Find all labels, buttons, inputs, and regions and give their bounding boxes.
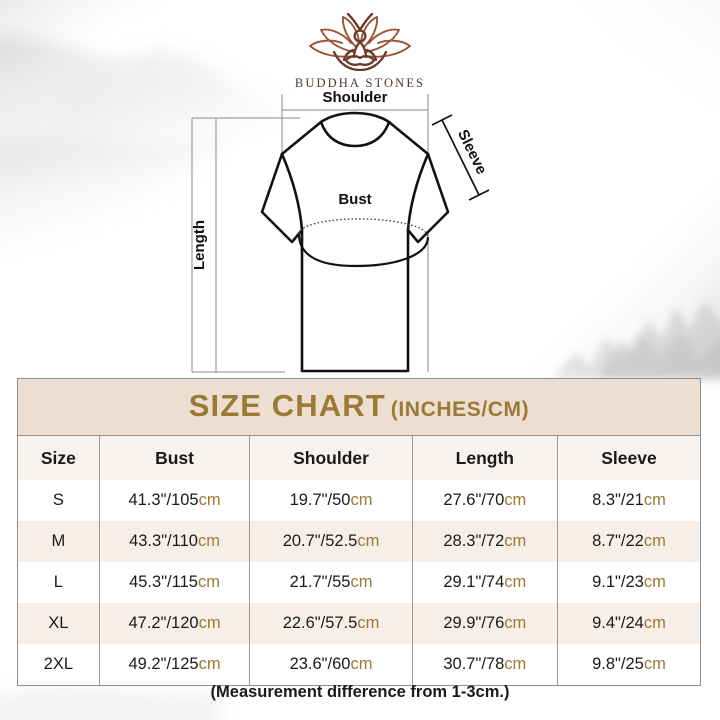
cell-size: L <box>18 562 100 603</box>
cell-sleeve: 8.3"/21cm <box>557 480 700 521</box>
column-header-length: Length <box>412 436 558 480</box>
cell-shoulder: 19.7"/50cm <box>249 480 413 521</box>
cell-bust: 47.2"/120cm <box>99 603 251 644</box>
cell-shoulder: 20.7"/52.5cm <box>249 521 413 562</box>
cell-length: 29.1"/74cm <box>412 562 558 603</box>
cell-size: XL <box>18 603 100 644</box>
column-header-sleeve: Sleeve <box>557 436 700 480</box>
cell-sleeve: 8.7"/22cm <box>557 521 700 562</box>
size-chart-title: SIZE CHART <box>188 388 386 423</box>
cell-size: 2XL <box>18 644 100 685</box>
table-row: XL 47.2"/120cm 22.6"/57.5cm 29.9"/76cm 9… <box>18 603 700 644</box>
column-header-shoulder: Shoulder <box>249 436 413 480</box>
table-row: 2XL 49.2"/125cm 23.6"/60cm 30.7"/78cm 9.… <box>18 644 700 685</box>
cell-bust: 41.3"/105cm <box>99 480 251 521</box>
cell-length: 29.9"/76cm <box>412 603 558 644</box>
size-chart-units: (INCHES/CM) <box>390 398 530 421</box>
cell-bust: 49.2"/125cm <box>99 644 251 685</box>
cell-size: S <box>18 480 100 521</box>
length-label: Length <box>191 220 208 270</box>
size-chart: SIZE CHART (INCHES/CM) Size Bust Shoulder… <box>17 378 701 686</box>
lotus-meditation-icon <box>309 12 411 72</box>
cell-length: 30.7"/78cm <box>412 644 558 685</box>
cell-length: 27.6"/70cm <box>412 480 558 521</box>
table-header-row: Size Bust Shoulder Length Sleeve <box>18 436 700 480</box>
table-row: M 43.3"/110cm 20.7"/52.5cm 28.3"/72cm 8.… <box>18 521 700 562</box>
cell-bust: 45.3"/115cm <box>99 562 251 603</box>
shoulder-label: Shoulder <box>322 89 387 106</box>
tshirt-outline <box>260 111 450 373</box>
column-header-bust: Bust <box>99 436 251 480</box>
tshirt-measurement-diagram: Shoulder Bust Length Sleeve <box>191 89 490 373</box>
cell-sleeve: 9.8"/25cm <box>557 644 700 685</box>
sleeve-label: Sleeve <box>454 127 490 177</box>
cell-length: 28.3"/72cm <box>412 521 558 562</box>
cell-shoulder: 22.6"/57.5cm <box>249 603 413 644</box>
table-row: L 45.3"/115cm 21.7"/55cm 29.1"/74cm 9.1"… <box>18 562 700 603</box>
bust-label: Bust <box>338 191 371 208</box>
size-chart-title-bar: SIZE CHART (INCHES/CM) <box>18 379 700 436</box>
cell-size: M <box>18 521 100 562</box>
cell-bust: 43.3"/110cm <box>99 521 251 562</box>
cell-sleeve: 9.1"/23cm <box>557 562 700 603</box>
measurement-disclaimer: (Measurement difference from 1-3cm.) <box>210 683 510 701</box>
brand-logo: BUDDHA STONES <box>0 12 720 91</box>
size-table: Size Bust Shoulder Length Sleeve S 41.3"… <box>18 436 700 685</box>
column-header-size: Size <box>18 436 100 480</box>
cell-shoulder: 21.7"/55cm <box>249 562 413 603</box>
cell-sleeve: 9.4"/24cm <box>557 603 700 644</box>
cell-shoulder: 23.6"/60cm <box>249 644 413 685</box>
table-row: S 41.3"/105cm 19.7"/50cm 27.6"/70cm 8.3"… <box>18 480 700 521</box>
